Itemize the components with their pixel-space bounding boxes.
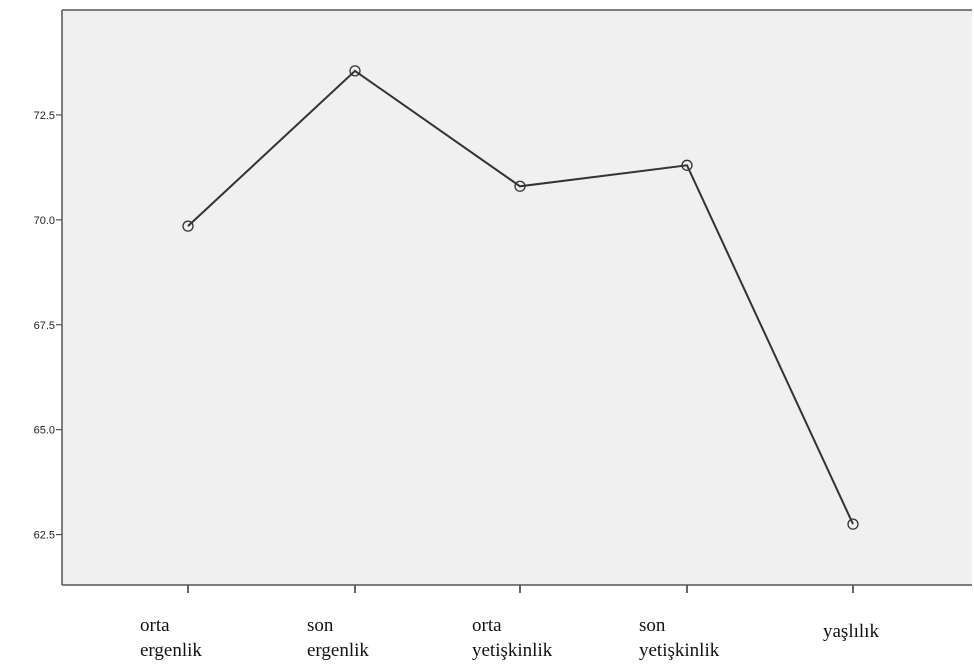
data-points: [182, 65, 859, 530]
x-category-label: ergenlik: [140, 640, 202, 661]
y-tick-label: 72.5: [34, 110, 55, 122]
y-tick-label: 70.0: [34, 215, 55, 227]
x-category-label: ergenlik: [307, 640, 369, 661]
x-category-label: yetişkinlik: [472, 640, 553, 661]
y-tick-label: 62.5: [34, 530, 55, 542]
data-point: [847, 518, 859, 530]
plot-area: [62, 10, 972, 585]
x-category-label: son: [639, 615, 666, 636]
series-line: [187, 69, 854, 525]
data-point: [681, 159, 693, 171]
data-point: [182, 220, 194, 232]
x-category-label: yaşlılık: [823, 621, 879, 642]
x-category-label: yetişkinlik: [639, 640, 720, 661]
x-category-label: son: [307, 615, 334, 636]
x-category-label: orta: [140, 615, 170, 636]
y-tick-label: 65.0: [34, 425, 55, 437]
y-axis-ticks: 62.5 65.0 67.5 70.0 72.5: [34, 110, 62, 542]
x-axis-category-labels: orta ergenlik son ergenlik orta yetişkinlik so…: [140, 615, 879, 661]
y-tick-label: 67.5: [34, 320, 55, 332]
data-point: [514, 180, 526, 192]
data-point: [349, 65, 361, 77]
x-axis-ticks: [187, 585, 854, 593]
x-category-label: orta: [472, 615, 502, 636]
